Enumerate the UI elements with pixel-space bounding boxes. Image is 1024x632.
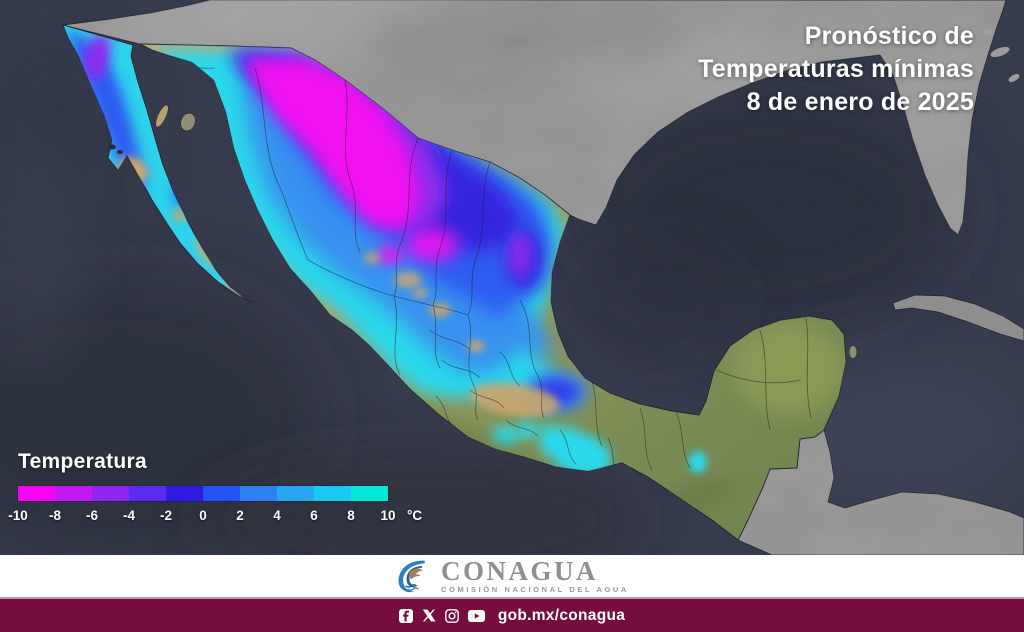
facebook-icon <box>398 608 413 623</box>
legend-tick: 0 <box>199 508 207 523</box>
legend-tick: 2 <box>236 508 244 523</box>
legend-segment <box>55 486 92 501</box>
legend-tick: 4 <box>273 508 281 523</box>
legend-tick: -2 <box>159 508 173 523</box>
legend-tick: -6 <box>85 508 99 523</box>
legend-segment <box>18 486 55 501</box>
forecast-title-line1: Pronóstico de <box>804 22 974 50</box>
conagua-link: gob.mx/conagua <box>497 606 626 624</box>
legend-tick: 10 <box>380 508 396 523</box>
legend-tick: -10 <box>8 508 28 523</box>
legend-segment <box>240 486 277 501</box>
legend-unit: °C <box>407 508 423 523</box>
legend-segment <box>314 486 351 501</box>
conagua-subtitle: COMISIÓN NACIONAL DEL AGUA <box>441 584 629 594</box>
social-icons <box>398 608 485 623</box>
legend-bar <box>17 485 389 502</box>
youtube-icon <box>467 609 485 622</box>
legend-segment <box>277 486 314 501</box>
conagua-logo-text: CONAGUA COMISIÓN NACIONAL DEL AGUA <box>441 555 629 594</box>
satellite-grain <box>0 0 1024 555</box>
legend-segment <box>92 486 129 501</box>
legend-tick: -4 <box>122 508 136 523</box>
map-area <box>0 0 1024 555</box>
instagram-icon <box>444 608 459 623</box>
legend-tick: -8 <box>48 508 62 523</box>
legend-title: Temperatura <box>18 450 147 473</box>
legend-ticks: -10 -8 -6 -4 -2 0 2 4 6 8 10 °C <box>8 508 438 526</box>
legend-tick: 8 <box>347 508 355 523</box>
footer-white-bar: CONAGUA COMISIÓN NACIONAL DEL AGUA <box>0 555 1024 597</box>
conagua-logo-icon <box>398 560 425 593</box>
forecast-title: Pronóstico de Temperaturas mínimas 8 de … <box>698 20 974 119</box>
forecast-title-line3: 8 de enero de 2025 <box>746 88 974 116</box>
legend-segment <box>166 486 203 501</box>
forecast-title-line2: Temperaturas mínimas <box>698 55 974 83</box>
conagua-wordmark: CONAGUA <box>441 555 599 586</box>
legend-segment <box>351 486 388 501</box>
legend-segment <box>129 486 166 501</box>
legend-tick: 6 <box>310 508 318 523</box>
legend-segment <box>203 486 240 501</box>
temperature-legend: Temperatura -10 -8 -6 -4 -2 0 2 4 6 8 10 °C <box>8 450 438 526</box>
footer-social-bar: gob.mx/conagua <box>0 597 1024 632</box>
mexico-weather-map <box>0 0 1024 555</box>
x-icon <box>422 609 436 622</box>
